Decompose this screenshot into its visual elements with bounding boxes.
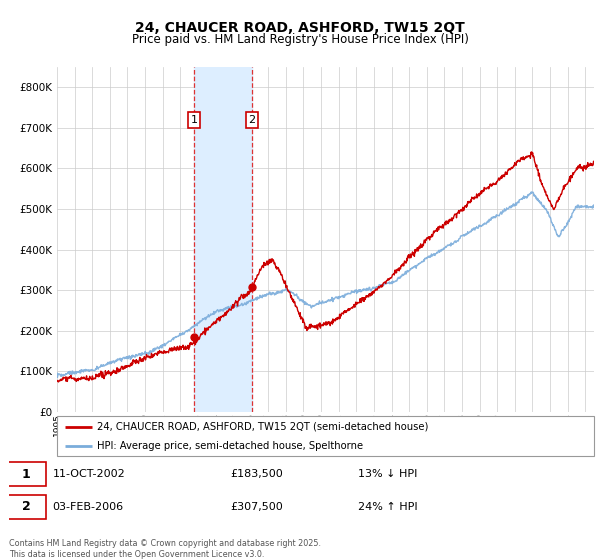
Text: 2: 2 [22,501,30,514]
Bar [194,67,252,412]
Text: 24, CHAUCER ROAD, ASHFORD, TW15 2QT (semi-detached house): 24, CHAUCER ROAD, ASHFORD, TW15 2QT (sem… [97,422,428,432]
Text: 1: 1 [22,468,30,480]
Text: 2: 2 [248,115,256,125]
Text: 24% ↑ HPI: 24% ↑ HPI [358,502,418,512]
Text: Price paid vs. HM Land Registry's House Price Index (HPI): Price paid vs. HM Land Registry's House … [131,33,469,46]
Text: 1: 1 [191,115,197,125]
Text: £307,500: £307,500 [230,502,283,512]
FancyBboxPatch shape [57,416,594,456]
Text: HPI: Average price, semi-detached house, Spelthorne: HPI: Average price, semi-detached house,… [97,441,364,450]
Text: 24, CHAUCER ROAD, ASHFORD, TW15 2QT: 24, CHAUCER ROAD, ASHFORD, TW15 2QT [135,21,465,35]
FancyBboxPatch shape [6,495,46,519]
Text: 03-FEB-2006: 03-FEB-2006 [53,502,124,512]
FancyBboxPatch shape [6,463,46,486]
Text: 13% ↓ HPI: 13% ↓ HPI [358,469,418,479]
Text: Contains HM Land Registry data © Crown copyright and database right 2025.
This d: Contains HM Land Registry data © Crown c… [9,539,321,559]
Text: £183,500: £183,500 [230,469,283,479]
Text: 11-OCT-2002: 11-OCT-2002 [53,469,125,479]
